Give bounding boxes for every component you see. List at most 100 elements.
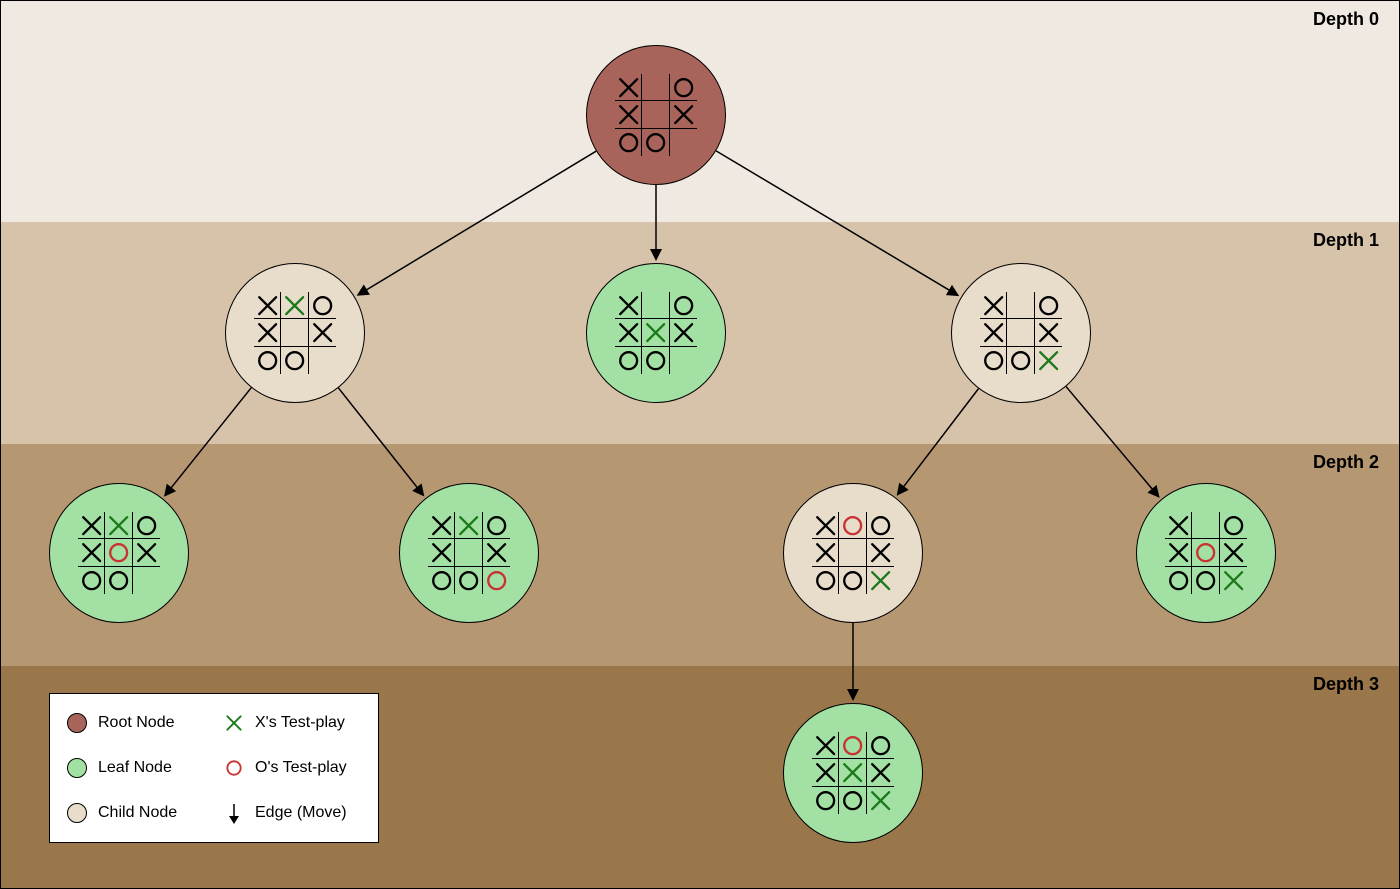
tictactoe-board bbox=[812, 732, 894, 814]
o-mark-icon bbox=[813, 788, 838, 813]
legend-swatch-circle bbox=[66, 712, 88, 734]
board-cell-3 bbox=[254, 319, 281, 346]
o-testplay-icon bbox=[840, 733, 865, 758]
x-mark-icon bbox=[813, 760, 838, 785]
board-cell-0 bbox=[1165, 512, 1192, 539]
x-mark-icon bbox=[616, 293, 641, 318]
x-mark-icon bbox=[813, 513, 838, 538]
o-mark-icon bbox=[840, 788, 865, 813]
x-mark-icon bbox=[310, 320, 335, 345]
x-mark-icon bbox=[1166, 513, 1191, 538]
board-cell-0 bbox=[812, 732, 839, 759]
board-cell-6 bbox=[78, 567, 105, 594]
depth-label-1: Depth 1 bbox=[1313, 230, 1379, 251]
legend-label: Root Node bbox=[98, 714, 175, 732]
x-testplay-icon bbox=[106, 513, 131, 538]
board-cell-4 bbox=[105, 539, 132, 566]
board-cell-5 bbox=[867, 539, 894, 566]
legend-circle-icon bbox=[67, 713, 87, 733]
board-cell-5 bbox=[670, 319, 697, 346]
x-mark-icon bbox=[1166, 540, 1191, 565]
o-mark-icon bbox=[1008, 348, 1033, 373]
board-cell-7 bbox=[455, 567, 482, 594]
o-mark-icon bbox=[671, 293, 696, 318]
o-testplay-icon bbox=[106, 540, 131, 565]
board-cell-7 bbox=[1007, 347, 1034, 374]
board-cell-1 bbox=[1192, 512, 1219, 539]
o-mark-icon bbox=[429, 568, 454, 593]
o-testplay-icon bbox=[484, 568, 509, 593]
x-testplay-icon bbox=[282, 293, 307, 318]
legend-arrow-icon bbox=[224, 802, 244, 824]
legend-swatch-o bbox=[223, 757, 245, 779]
x-mark-icon bbox=[671, 102, 696, 127]
board-cell-7 bbox=[839, 567, 866, 594]
o-mark-icon bbox=[671, 75, 696, 100]
node-d1a bbox=[225, 263, 365, 403]
o-mark-icon bbox=[282, 348, 307, 373]
o-mark-icon bbox=[981, 348, 1006, 373]
board-cell-4 bbox=[281, 319, 308, 346]
board-cell-3 bbox=[78, 539, 105, 566]
board-cell-4 bbox=[1192, 539, 1219, 566]
board-cell-2 bbox=[670, 292, 697, 319]
board-cell-4 bbox=[839, 539, 866, 566]
board-cell-2 bbox=[867, 732, 894, 759]
x-mark-icon bbox=[429, 513, 454, 538]
o-mark-icon bbox=[868, 513, 893, 538]
tictactoe-board bbox=[615, 74, 697, 156]
board-cell-7 bbox=[105, 567, 132, 594]
o-mark-icon bbox=[868, 733, 893, 758]
x-testplay-icon bbox=[868, 788, 893, 813]
o-mark-icon bbox=[616, 130, 641, 155]
x-mark-icon bbox=[1036, 320, 1061, 345]
tictactoe-board bbox=[254, 292, 336, 374]
legend-item-4: Child Node bbox=[66, 802, 205, 824]
board-cell-5 bbox=[133, 539, 160, 566]
o-mark-icon bbox=[310, 293, 335, 318]
node-d2b bbox=[399, 483, 539, 623]
legend-label: Edge (Move) bbox=[255, 804, 347, 822]
board-cell-5 bbox=[1035, 319, 1062, 346]
legend-circle-icon bbox=[67, 803, 87, 823]
board-cell-6 bbox=[615, 347, 642, 374]
board-cell-8 bbox=[133, 567, 160, 594]
legend-swatch-x bbox=[223, 712, 245, 734]
legend-swatch-circle bbox=[66, 757, 88, 779]
o-mark-icon bbox=[813, 568, 838, 593]
legend-item-2: Leaf Node bbox=[66, 757, 205, 779]
tictactoe-board bbox=[1165, 512, 1247, 594]
x-mark-icon bbox=[616, 75, 641, 100]
x-mark-icon bbox=[813, 733, 838, 758]
legend-item-5: Edge (Move) bbox=[223, 802, 362, 824]
board-cell-6 bbox=[812, 567, 839, 594]
board-cell-7 bbox=[642, 129, 669, 156]
board-cell-8 bbox=[867, 787, 894, 814]
x-testplay-icon bbox=[643, 320, 668, 345]
node-d2d bbox=[1136, 483, 1276, 623]
legend-box: Root NodeX's Test-playLeaf NodeO's Test-… bbox=[49, 693, 379, 843]
node-root bbox=[586, 45, 726, 185]
o-mark-icon bbox=[255, 348, 280, 373]
board-cell-6 bbox=[1165, 567, 1192, 594]
tictactoe-board bbox=[78, 512, 160, 594]
x-testplay-icon bbox=[1036, 348, 1061, 373]
legend-circle-icon bbox=[67, 758, 87, 778]
board-cell-0 bbox=[980, 292, 1007, 319]
board-cell-7 bbox=[281, 347, 308, 374]
board-cell-1 bbox=[281, 292, 308, 319]
board-cell-8 bbox=[1220, 567, 1247, 594]
x-testplay-icon bbox=[868, 568, 893, 593]
o-mark-icon bbox=[1166, 568, 1191, 593]
tictactoe-board bbox=[812, 512, 894, 594]
o-mark-icon bbox=[106, 568, 131, 593]
x-mark-icon bbox=[868, 540, 893, 565]
board-cell-3 bbox=[1165, 539, 1192, 566]
o-mark-icon bbox=[840, 568, 865, 593]
board-cell-8 bbox=[309, 347, 336, 374]
board-cell-3 bbox=[615, 101, 642, 128]
x-mark-icon bbox=[813, 540, 838, 565]
legend-swatch-arrow bbox=[223, 802, 245, 824]
x-testplay-icon bbox=[1221, 568, 1246, 593]
x-testplay-icon bbox=[456, 513, 481, 538]
